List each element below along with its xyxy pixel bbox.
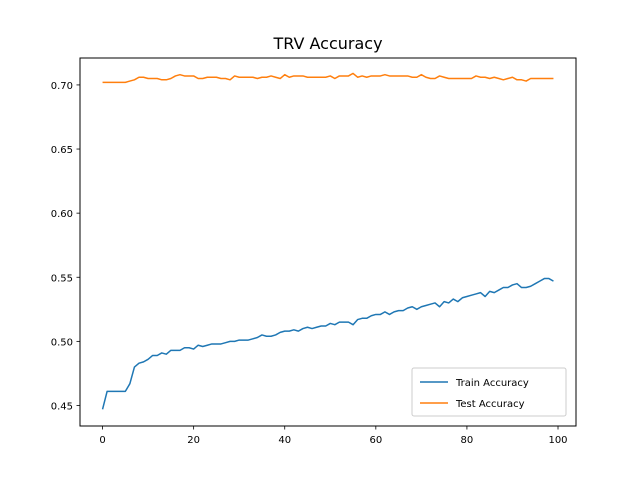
legend: Train Accuracy Test Accuracy — [411, 367, 567, 417]
y-tick-label: 0.55 — [51, 273, 73, 284]
chart-title: TRV Accuracy — [272, 34, 382, 53]
series-line-test-accuracy — [102, 72, 554, 84]
plot-area — [79, 57, 577, 427]
x-axis: 0 20 40 60 80 100 — [99, 426, 568, 446]
legend-label: Train Accuracy — [455, 378, 529, 389]
legend-label: Test Accuracy — [455, 399, 525, 410]
y-tick-label: 0.70 — [51, 81, 73, 92]
y-tick-label: 0.50 — [51, 337, 73, 348]
x-tick-label: 40 — [278, 435, 291, 446]
x-tick-label: 20 — [187, 435, 200, 446]
series-line-train-accuracy — [101, 277, 554, 410]
y-tick-label: 0.45 — [51, 401, 73, 412]
x-tick-label: 100 — [548, 435, 567, 446]
series-layer — [101, 72, 554, 410]
y-tick-label: 0.60 — [51, 209, 73, 220]
y-axis: 0.45 0.50 0.55 0.60 0.65 0.70 — [51, 81, 80, 412]
x-tick-label: 60 — [369, 435, 382, 446]
legend-box — [411, 367, 567, 417]
plot-frame — [79, 57, 577, 427]
x-tick-label: 0 — [99, 435, 105, 446]
x-tick-label: 80 — [461, 435, 474, 446]
y-tick-label: 0.65 — [51, 145, 73, 156]
